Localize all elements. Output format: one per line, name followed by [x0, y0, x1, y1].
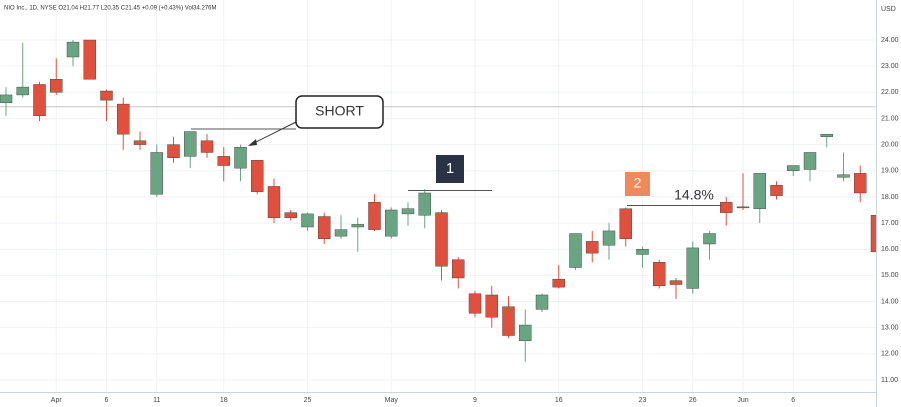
candle-body	[100, 90, 113, 101]
x-tick-label: 16	[555, 397, 563, 404]
candle-body	[385, 209, 398, 237]
candle-body	[619, 208, 632, 239]
candle-body	[586, 241, 599, 254]
candle-body	[770, 184, 783, 196]
y-tick-label: 21.00	[881, 115, 899, 122]
candle-body	[569, 233, 582, 268]
candle-body	[720, 201, 733, 213]
candle-body	[653, 262, 666, 287]
x-tick-label: 18	[220, 397, 228, 404]
marker-2	[625, 172, 650, 196]
candle-body	[636, 249, 649, 255]
y-tick-label: 20.00	[881, 141, 899, 148]
candle-body	[401, 208, 415, 215]
candle-body	[234, 147, 247, 169]
candle-body	[418, 192, 431, 216]
candles	[0, 39, 876, 362]
candle-body	[837, 174, 850, 178]
marker-1-label: 1	[446, 160, 454, 177]
marker-2-label: 2	[634, 175, 642, 191]
candle-body	[535, 294, 549, 310]
candle-body	[452, 259, 465, 279]
x-tick-label: 25	[304, 397, 312, 404]
candle-body	[167, 144, 180, 158]
candle-body	[803, 152, 817, 170]
y-tick-label: 12.00	[881, 351, 899, 358]
x-tick-label: 26	[689, 397, 697, 404]
y-tick-label: 15.00	[881, 272, 899, 279]
candle-body	[787, 165, 800, 171]
candle-body	[854, 173, 867, 194]
candle-body	[217, 156, 230, 166]
candle-body	[502, 306, 515, 336]
candle-body	[284, 212, 297, 219]
candle-body	[334, 229, 348, 237]
candle-body	[820, 133, 833, 137]
y-tick-label: 24.00	[881, 37, 899, 44]
candle-body	[301, 213, 314, 228]
x-tick-label: 6	[105, 397, 109, 404]
candle-body	[703, 233, 716, 245]
arrow-head	[248, 139, 257, 146]
short-label: SHORT	[315, 103, 364, 119]
x-tick-label: 6	[791, 397, 795, 404]
y-tick-label: 23.00	[881, 63, 899, 70]
candle-body	[50, 79, 63, 93]
candle-body	[66, 41, 80, 58]
candle-body	[0, 94, 13, 103]
candle-body	[519, 324, 532, 341]
candle-body	[736, 206, 750, 209]
header: NIO Inc., 1D, NYSE O21.04 H21.77 L20.35 …	[4, 6, 216, 12]
x-tick-label: 11	[153, 397, 160, 404]
y-tick-label: 19.00	[881, 168, 899, 175]
candle-body	[368, 201, 381, 230]
candle-body	[133, 140, 147, 145]
x-tick-label: 9	[473, 397, 477, 404]
y-tick-label: 16.00	[881, 246, 899, 253]
candle-body	[485, 294, 498, 318]
candle-body	[184, 131, 197, 157]
short-box	[295, 95, 384, 129]
y-tick-label: 14.00	[881, 298, 899, 305]
candle-body	[251, 160, 264, 192]
y-tick-label: 13.00	[881, 325, 899, 332]
candle-body	[870, 215, 876, 253]
short-arrow	[249, 121, 297, 146]
y-tick-label: 18.00	[881, 194, 899, 201]
x-tick-label: Jun	[737, 397, 748, 404]
candle-body	[468, 293, 482, 314]
candle-body	[753, 173, 766, 209]
y-tick-label: 17.00	[881, 220, 899, 227]
x-tick-label: 23	[639, 397, 647, 404]
candle-body	[150, 152, 163, 195]
x-tick-label: Apr	[51, 397, 63, 404]
candle-body	[552, 279, 565, 288]
candle-body	[16, 86, 29, 96]
candle-body	[83, 39, 96, 80]
candle-body	[686, 247, 699, 289]
percent-label: 14.8%	[674, 187, 714, 203]
currency: USD	[881, 6, 896, 13]
x-tick-label: May	[385, 397, 399, 404]
candle-body	[117, 103, 130, 135]
y-tick-label: 22.00	[881, 89, 899, 96]
candle-body	[318, 216, 331, 239]
grid	[0, 0, 876, 392]
y-tick-label: 11.00	[881, 377, 898, 384]
candle-body	[200, 140, 214, 153]
candle-body	[33, 84, 46, 117]
candle-body	[435, 212, 448, 267]
candle-body	[351, 224, 364, 228]
candle-body	[267, 186, 281, 219]
candle-body	[602, 230, 616, 246]
marker-1	[436, 155, 464, 183]
candle-body	[669, 280, 683, 285]
